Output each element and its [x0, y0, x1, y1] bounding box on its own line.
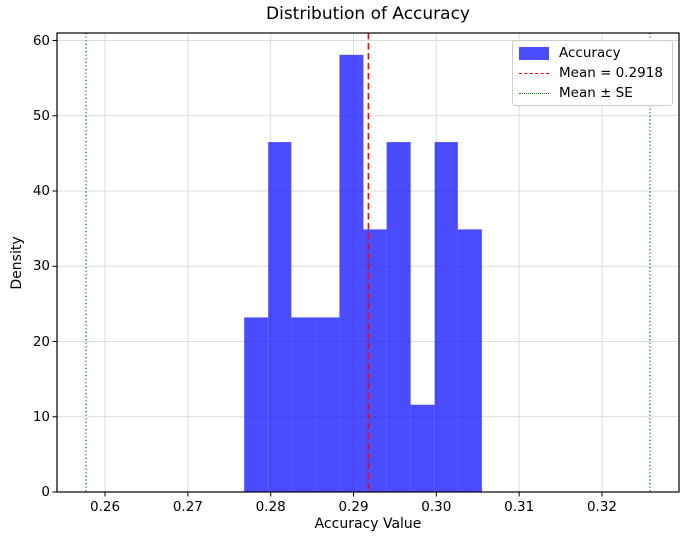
legend-label-accuracy: Accuracy	[559, 45, 621, 61]
y-tick-label: 30	[32, 258, 50, 275]
y-tick-label: 40	[32, 183, 50, 200]
y-tick-label: 10	[32, 408, 50, 425]
legend: Accuracy Mean = 0.2918 Mean ± SE	[512, 40, 673, 106]
y-tick-label: 50	[32, 107, 50, 124]
histogram-bar	[363, 229, 387, 493]
x-tick-label: 0.27	[172, 499, 203, 515]
x-tick-label: 0.28	[255, 499, 286, 515]
legend-item-mean: Mean = 0.2918	[519, 63, 666, 83]
y-tick-label: 0	[41, 484, 50, 500]
histogram-bar	[244, 317, 269, 492]
x-tick-label: 0.30	[421, 499, 452, 515]
legend-item-accuracy: Accuracy	[519, 43, 666, 63]
histogram-bar	[410, 404, 435, 492]
x-tick-label: 0.26	[90, 499, 121, 515]
legend-label-se: Mean ± SE	[559, 85, 633, 101]
x-axis-label: Accuracy Value	[314, 516, 422, 532]
histogram-bar	[339, 54, 364, 492]
y-tick-label: 20	[32, 333, 50, 350]
histogram-bar	[434, 142, 458, 492]
histogram-bar	[457, 229, 482, 493]
histogram-bar	[268, 142, 292, 492]
histogram-bar	[291, 317, 316, 492]
axes-spines	[56, 32, 680, 493]
legend-swatch-accuracy	[519, 46, 549, 60]
histogram-bar	[315, 317, 340, 492]
histogram-bar	[386, 142, 411, 492]
legend-dashed-line-icon	[519, 72, 549, 74]
x-tick-label: 0.32	[586, 499, 617, 515]
chart-title: Distribution of Accuracy	[266, 4, 470, 24]
x-tick-label: 0.31	[504, 499, 535, 515]
legend-item-se: Mean ± SE	[519, 83, 666, 103]
legend-label-mean: Mean = 0.2918	[559, 65, 663, 81]
legend-dotted-line-icon	[519, 92, 549, 94]
y-tick-label: 60	[32, 32, 50, 49]
x-tick-label: 0.29	[338, 499, 369, 515]
